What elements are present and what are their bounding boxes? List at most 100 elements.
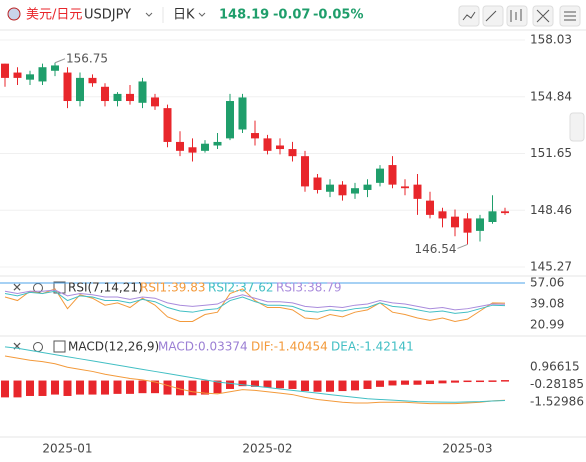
y-tick-label: 145.27 [530,260,572,274]
tool-button[interactable] [506,5,528,27]
candle-body [176,141,184,151]
checkbox[interactable] [53,281,66,294]
dropdown-arrow[interactable] [198,12,206,17]
histogram-bar [401,380,409,385]
candle-body [151,97,159,107]
histogram-bar [488,380,497,382]
candle-body [238,97,247,130]
candle-body [363,184,372,190]
candle-body [263,138,272,151]
close-icon[interactable]: ✕ [12,281,22,295]
histogram-bar [426,380,434,385]
candle-body [326,184,334,192]
candle-body [413,184,422,199]
legend-entry: DIF:-1.40454 [251,340,328,354]
y-tick-label: 39.08 [530,296,564,310]
candle-body [451,216,459,228]
legend-entry: RSI3:38.79 [276,281,342,295]
histogram-bar [188,380,197,396]
histogram-bar [88,380,97,395]
candle-body [426,200,434,215]
y-tick-label: -1.52986 [530,395,584,409]
y-tick-label: 154.84 [530,89,572,103]
histogram-bar [13,380,22,398]
panel-title: RSI(7,14,21) [68,281,143,295]
change: -0.07 [273,8,310,23]
candle-body [76,77,84,102]
period[interactable]: 日K [173,8,195,23]
histogram-bar [126,380,134,394]
histogram-bar [251,380,259,387]
candle-body [201,143,209,151]
candle-body [26,74,34,80]
x-tick-label: 2025-02 [242,442,292,456]
settings-icon[interactable] [33,342,43,352]
candle-body [226,101,234,139]
macd-plot [1,346,509,405]
candle-body [301,156,309,187]
histogram-bar [476,380,484,383]
histogram-bar [326,380,334,392]
low-label: 146.54 [415,242,457,256]
close-icon[interactable]: ✕ [12,340,22,354]
histogram-bar [51,380,59,395]
toolbar [458,5,581,27]
candle-body [401,186,409,189]
candle-body [213,141,222,146]
histogram-bar [351,380,359,391]
histogram-bar [338,380,347,392]
candle-body [438,211,447,219]
histogram-bar [301,380,309,392]
histogram-bar [151,380,159,394]
histogram-bar [138,380,147,394]
candle-body [276,145,284,150]
candle-body [488,211,497,222]
series-line [4,355,506,405]
price: 148.19 [219,8,269,23]
histogram-bar [1,380,9,398]
histogram-bar [163,380,172,395]
candle-body [463,218,472,233]
candle-body [501,211,509,214]
candle-body [63,72,72,102]
histogram-bar [113,380,122,394]
series-line [4,290,506,314]
candle-body [388,165,397,185]
candle-body [351,188,359,194]
histogram-bar [451,380,459,383]
histogram-bar [276,380,284,389]
flag-icon [7,7,21,21]
symbol[interactable]: USDJPY [84,8,131,23]
histogram-bar [226,380,234,389]
side-button[interactable] [569,112,585,142]
histogram-bar [76,380,84,395]
candle-body [51,65,59,71]
candle-body [338,184,347,196]
histogram-bar [313,380,322,392]
x-tick-label: 2025-01 [42,442,92,456]
tool-button[interactable] [482,5,504,27]
candle-body [288,149,297,157]
legend-entry: RSI1:39.83 [140,281,206,295]
histogram-bar [263,380,272,388]
candle-body [13,72,22,78]
change-pct: -0.05% [313,8,364,23]
candle-body [376,168,384,183]
histogram-bar [101,380,109,395]
candle-body [476,218,484,231]
y-tick-label: 148.46 [530,203,572,217]
histogram-bar [176,380,184,396]
histogram-bar [26,380,34,396]
y-tick-label: 0.96615 [530,360,580,374]
histogram-bar [38,380,47,396]
candle-body [163,108,172,142]
legend-entry: RSI2:37.62 [208,281,274,295]
histogram-bar [388,380,397,386]
checkbox[interactable] [53,340,66,353]
dropdown-arrow[interactable] [145,12,153,17]
histogram-bar [501,380,509,382]
histogram-bar [363,380,372,389]
candle-body [138,81,147,103]
candle-body [313,177,322,190]
